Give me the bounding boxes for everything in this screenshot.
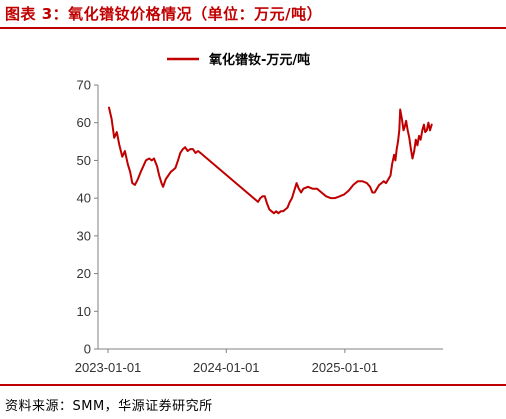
- y-tick-label: 40: [77, 191, 91, 206]
- legend-label: 氧化镨钕-万元/吨: [208, 52, 310, 68]
- y-tick-label: 10: [77, 304, 91, 319]
- series-line: [108, 106, 433, 215]
- y-tick-label: 70: [77, 78, 91, 93]
- y-tick-label: 20: [77, 266, 91, 281]
- chart-figure-title: 图表 3：氧化镨钕价格情况（单位：万元/吨）: [5, 5, 323, 23]
- y-tick-label: 50: [77, 153, 91, 168]
- chart-series: [108, 106, 433, 215]
- x-axis-ticks: 2023-01-01 2024-01-01 2025-01-01: [75, 349, 378, 375]
- y-tick-label: 60: [77, 115, 91, 130]
- y-axis-ticks: 0 10 20 30 40 50 60 70: [77, 78, 98, 357]
- y-tick-label: 0: [84, 342, 91, 357]
- footer-divider: [0, 384, 506, 386]
- title-divider: [0, 27, 506, 29]
- y-tick-label: 30: [77, 228, 91, 243]
- chart-legend: 氧化镨钕-万元/吨: [167, 52, 310, 68]
- x-tick-label: 2025-01-01: [312, 360, 379, 375]
- chart-axes: [97, 85, 443, 350]
- x-tick-label: 2024-01-01: [193, 360, 260, 375]
- source-note: 资料来源：SMM，华源证券研究所: [5, 399, 213, 414]
- x-tick-label: 2023-01-01: [75, 360, 142, 375]
